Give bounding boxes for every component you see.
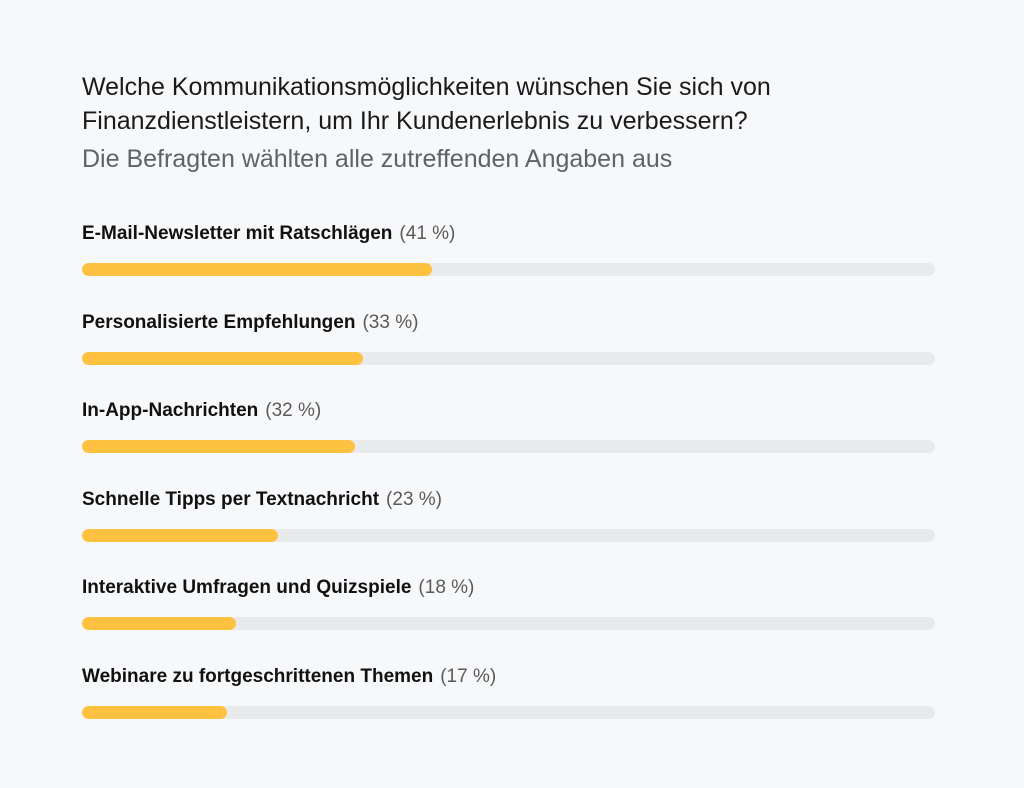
bar-label: Webinare zu fortgeschrittenen Themen (17 … bbox=[82, 663, 496, 691]
bar-label: Interaktive Umfragen und Quizspiele (18 %… bbox=[82, 574, 474, 602]
bar-row: Webinare zu fortgeschrittenen Themen (17 … bbox=[82, 663, 935, 723]
bar bbox=[82, 351, 364, 365]
chart-subtitle: Die Befragten wählten alle zutreffenden … bbox=[82, 145, 673, 173]
category-label: Schnelle Tipps per Textnachricht bbox=[82, 488, 380, 510]
bar bbox=[82, 528, 279, 542]
value-label: (32 %) bbox=[265, 400, 322, 421]
bar-track bbox=[82, 440, 935, 453]
bar-track bbox=[82, 528, 935, 542]
bar-track bbox=[82, 617, 935, 630]
chart-title: Welche Kommunikationsmöglichkeiten wünsc… bbox=[82, 73, 771, 135]
bar-track bbox=[82, 263, 935, 276]
category-label: In-App-Nachrichten bbox=[82, 400, 259, 421]
value-label: (17 %) bbox=[440, 665, 497, 687]
bar-row: Schnelle Tipps per Textnachricht (23 %) bbox=[82, 486, 935, 546]
bar-label: Personalisierte Empfehlungen (33 %) bbox=[82, 309, 418, 337]
bar-row: Interaktive Umfragen und Quizspiele (18 %… bbox=[82, 574, 935, 634]
bar-label: Schnelle Tipps per Textnachricht (23 %) bbox=[82, 486, 442, 514]
bar-track bbox=[82, 705, 935, 719]
bar-row: E-Mail-Newsletter mit Ratschlägen (41 %) bbox=[82, 220, 935, 280]
category-label: Webinare zu fortgeschrittenen Themen bbox=[82, 665, 434, 687]
bar-row: Personalisierte Empfehlungen (33 %) bbox=[82, 309, 935, 369]
bar-row: In-App-Nachrichten (32 %) bbox=[82, 397, 935, 457]
value-label: (23 %) bbox=[386, 488, 443, 510]
category-label: Personalisierte Empfehlungen bbox=[82, 311, 356, 333]
category-label: E-Mail-Newsletter mit Ratschlägen bbox=[82, 223, 393, 244]
bar-label: E-Mail-Newsletter mit Ratschlägen (41 %) bbox=[82, 220, 455, 248]
bar-label: In-App-Nachrichten (32 %) bbox=[82, 397, 321, 425]
bar bbox=[82, 705, 227, 719]
bar bbox=[82, 617, 236, 630]
value-label: (18 %) bbox=[418, 577, 475, 598]
value-label: (33 %) bbox=[362, 311, 419, 333]
value-label: (41 %) bbox=[399, 223, 456, 244]
category-label: Interaktive Umfragen und Quizspiele bbox=[82, 577, 412, 598]
bar bbox=[82, 263, 432, 276]
bar-track bbox=[82, 351, 935, 365]
chart-container: Welche Kommunikationsmöglichkeiten wünsc… bbox=[82, 70, 935, 719]
bar bbox=[82, 440, 355, 453]
